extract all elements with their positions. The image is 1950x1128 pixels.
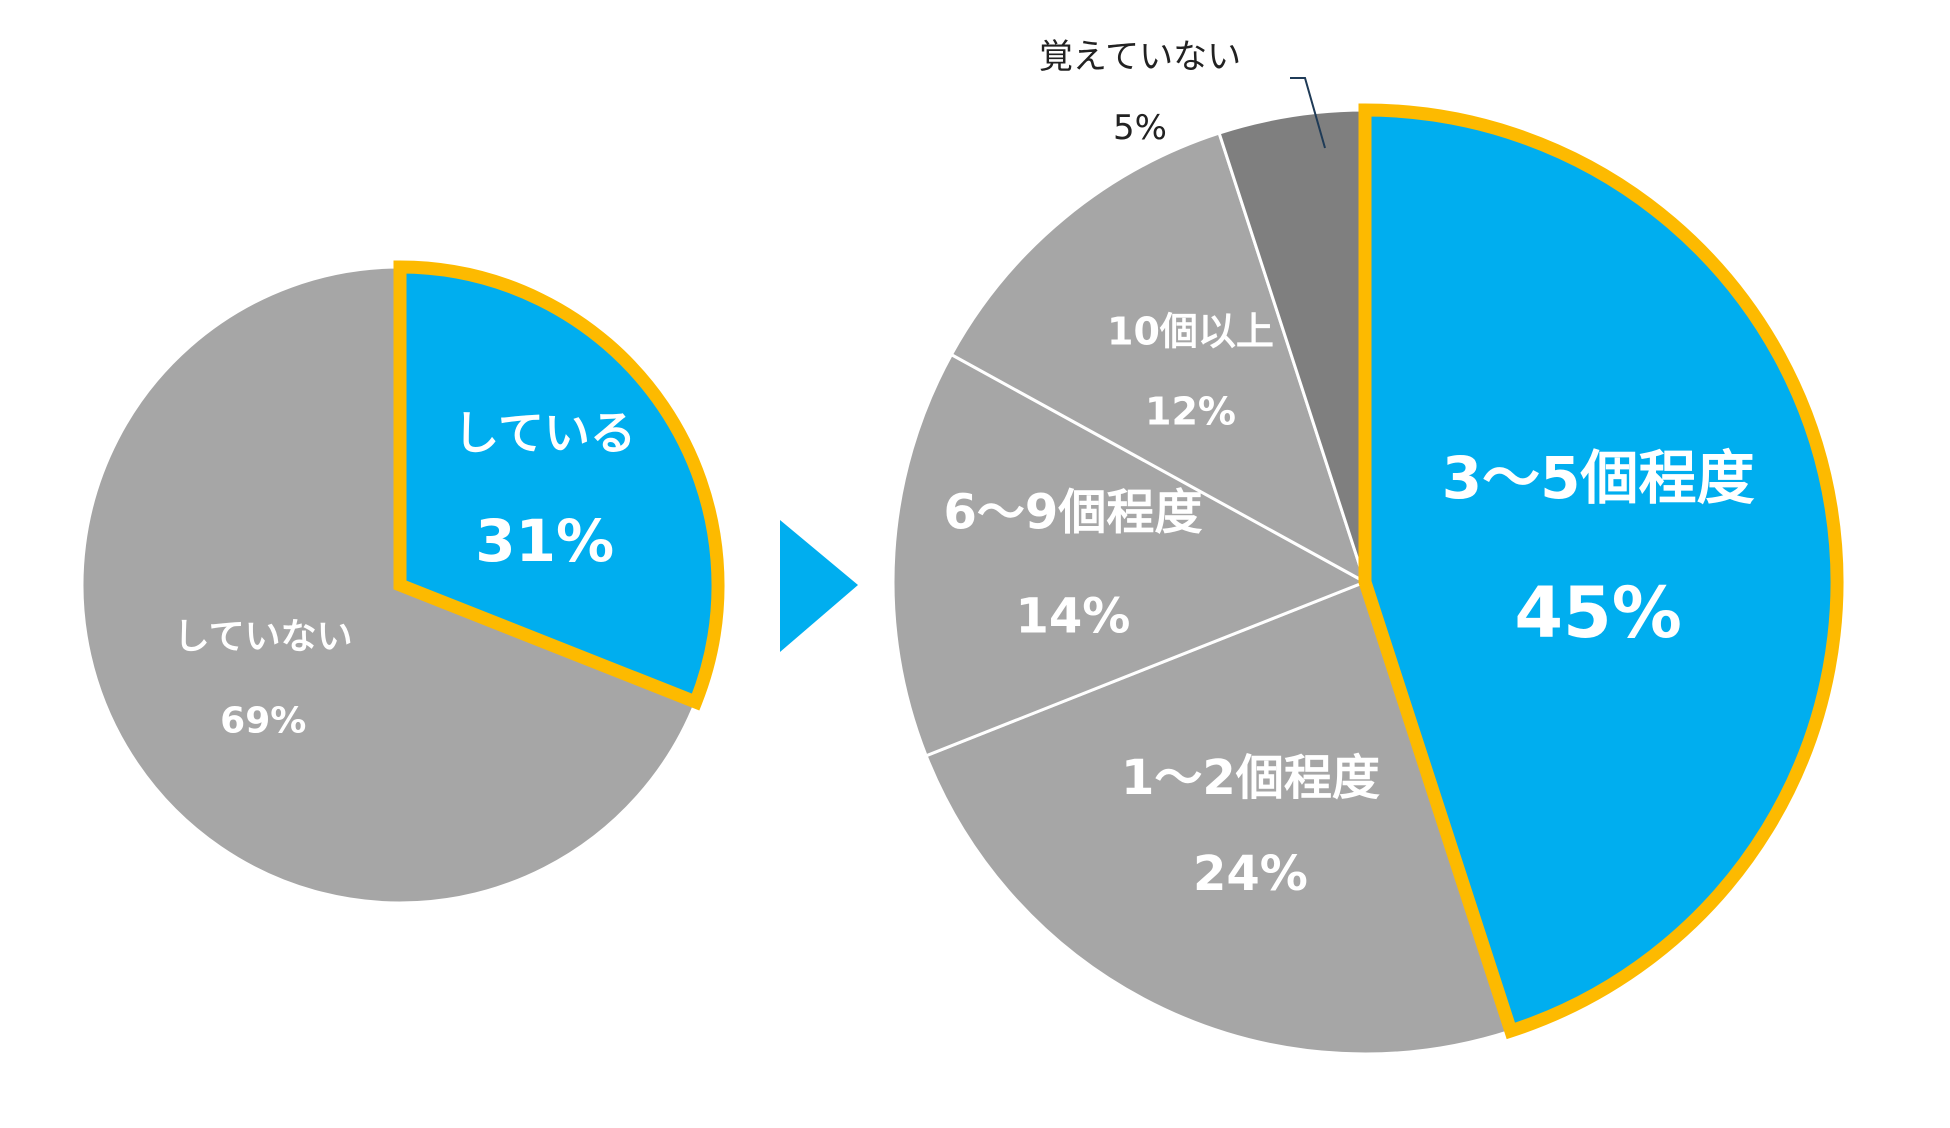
pie1-slice-0-value-label: 31%: [475, 507, 614, 575]
pie2-slice-2: [891, 352, 1369, 758]
pie1-slice-1-value-label: 69%: [220, 701, 306, 742]
pie1-slice-0-highlight: [393, 260, 725, 711]
pie1-slice-1-name-label: していない: [174, 617, 353, 658]
pie2-slice-2-name-label: 6〜9個程度: [944, 484, 1203, 540]
pie2-slice-1-value-label: 24%: [1193, 846, 1308, 902]
pie2-slice-4-leader-line: [1290, 77, 1326, 149]
pie2-slice-3-name-label: 10個以上: [1107, 309, 1274, 353]
pie-chart-count: 3〜5個程度 45% 1〜2個程度 24% 6〜9個程度 14% 10個以上 12% 覚えていな…: [891, 37, 1844, 1056]
pie1-slice-1: [80, 265, 698, 905]
arrow-right-icon: [780, 520, 858, 652]
pie2-slice-0-value-label: 45%: [1514, 572, 1682, 654]
pie2-slice-1: [924, 580, 1513, 1056]
pie2-slice-4-name-label: 覚えていない: [1039, 37, 1241, 77]
pie2-slice-3-value-label: 12%: [1145, 389, 1236, 433]
pie2-slice-2-value-label: 14%: [1015, 588, 1130, 644]
pie2-slice-1-name-label: 1〜2個程度: [1121, 750, 1380, 806]
pie2-slice-4-value-label: 5%: [1113, 108, 1167, 148]
pie2-slice-3: [949, 131, 1368, 586]
pie-chart-usage: している 31% していない 69%: [80, 260, 725, 905]
pie1-slice-0-name-label: している: [453, 406, 636, 460]
pie2-slice-0-highlight: [1358, 103, 1844, 1040]
pie2-slice-0-name-label: 3〜5個程度: [1442, 444, 1755, 512]
